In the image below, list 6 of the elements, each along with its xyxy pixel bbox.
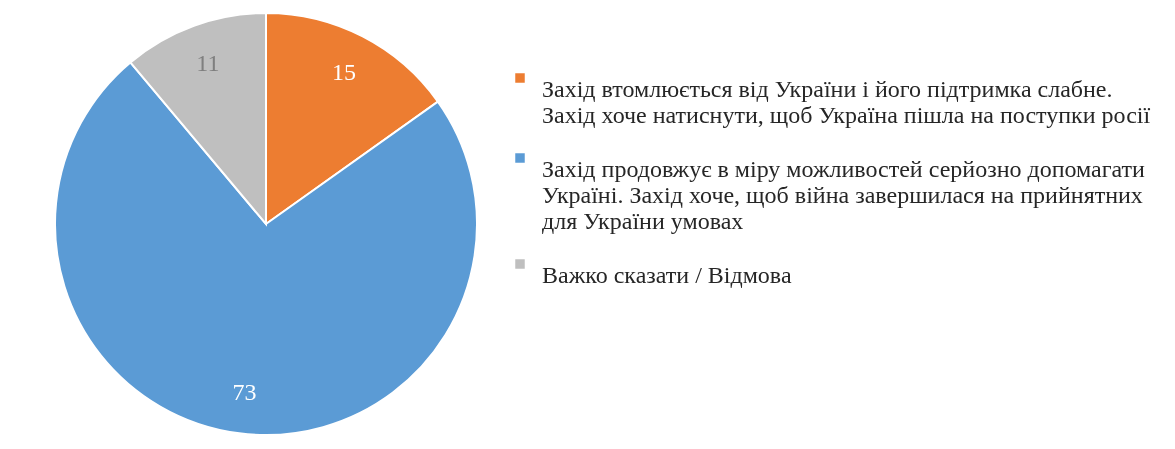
legend-label: Захід продовжує в міру можливостей серйозно допомагати Україні. Захід хоче, щоб війна завершилася на прийнятних для України умовах [542,156,1146,234]
data-label: 73 [232,378,257,405]
data-label: 15 [331,58,356,85]
legend-label: Захід втомлюється від України і його підтримка слабне. Захід хоче натиснути, щоб Україна пішла на поступки росії [542,76,1151,128]
legend-label: Важко сказати / Відмова [542,262,792,288]
data-label: 11 [196,50,220,77]
